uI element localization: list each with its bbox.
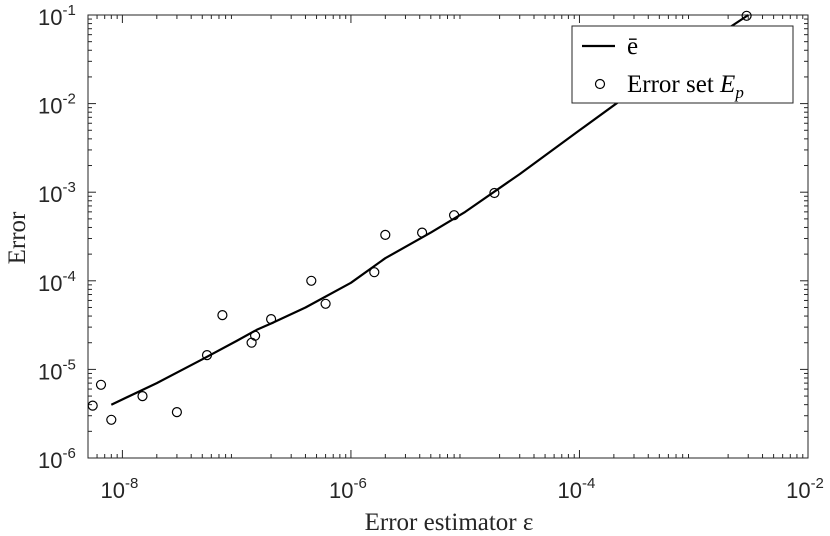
x-tick-label: 10-2 — [786, 475, 824, 503]
plot-area — [87, 10, 752, 425]
scatter-point — [250, 330, 261, 341]
y-tick-label: 10-4 — [38, 268, 76, 296]
scatter-point — [246, 337, 257, 348]
y-tick-label: 10-2 — [38, 91, 76, 119]
series-line-ebar — [110, 14, 749, 406]
scatter-point — [306, 275, 317, 286]
y-axis-title: Error — [4, 211, 31, 264]
scatter-point — [266, 314, 277, 325]
axis-tick-labels: 10-8 10-6 10-4 10-2 10-6 10-5 10-4 10-3 10-2 10-1 — [38, 2, 824, 503]
scatter-point — [320, 298, 331, 309]
scatter-point — [106, 414, 117, 425]
x-tick-label: 10-6 — [329, 475, 367, 503]
scatter-point — [137, 391, 148, 402]
legend-box — [571, 25, 794, 104]
axes-frame — [87, 14, 809, 459]
scatter-point — [217, 310, 228, 321]
axes-box — [87, 14, 809, 459]
axis-ticks — [87, 14, 809, 459]
x-axis-title: Error estimator ε — [365, 509, 534, 536]
scatter-point — [95, 379, 107, 390]
scatter-point — [171, 407, 182, 418]
y-tick-label: 10-6 — [38, 445, 76, 473]
x-tick-label: 10-4 — [558, 475, 596, 503]
scatter-point — [87, 400, 98, 411]
x-tick-label: 10-8 — [100, 475, 138, 503]
scatter-point — [417, 227, 428, 238]
legend-label-line: ē — [627, 33, 638, 60]
legend-marker-circle — [594, 78, 606, 90]
scatter-point — [369, 267, 380, 278]
scatter-point — [201, 350, 213, 361]
y-tick-label: 10-1 — [38, 2, 76, 30]
legend-label-scatter: Error set Ep — [627, 71, 744, 102]
legend: ē Error set Ep — [571, 25, 794, 104]
y-tick-label: 10-3 — [38, 179, 76, 207]
y-tick-label: 10-5 — [38, 356, 76, 384]
scatter-point — [489, 187, 500, 199]
scatter-point — [380, 229, 391, 240]
scatter-point — [449, 210, 460, 221]
scatter-point — [741, 10, 752, 21]
